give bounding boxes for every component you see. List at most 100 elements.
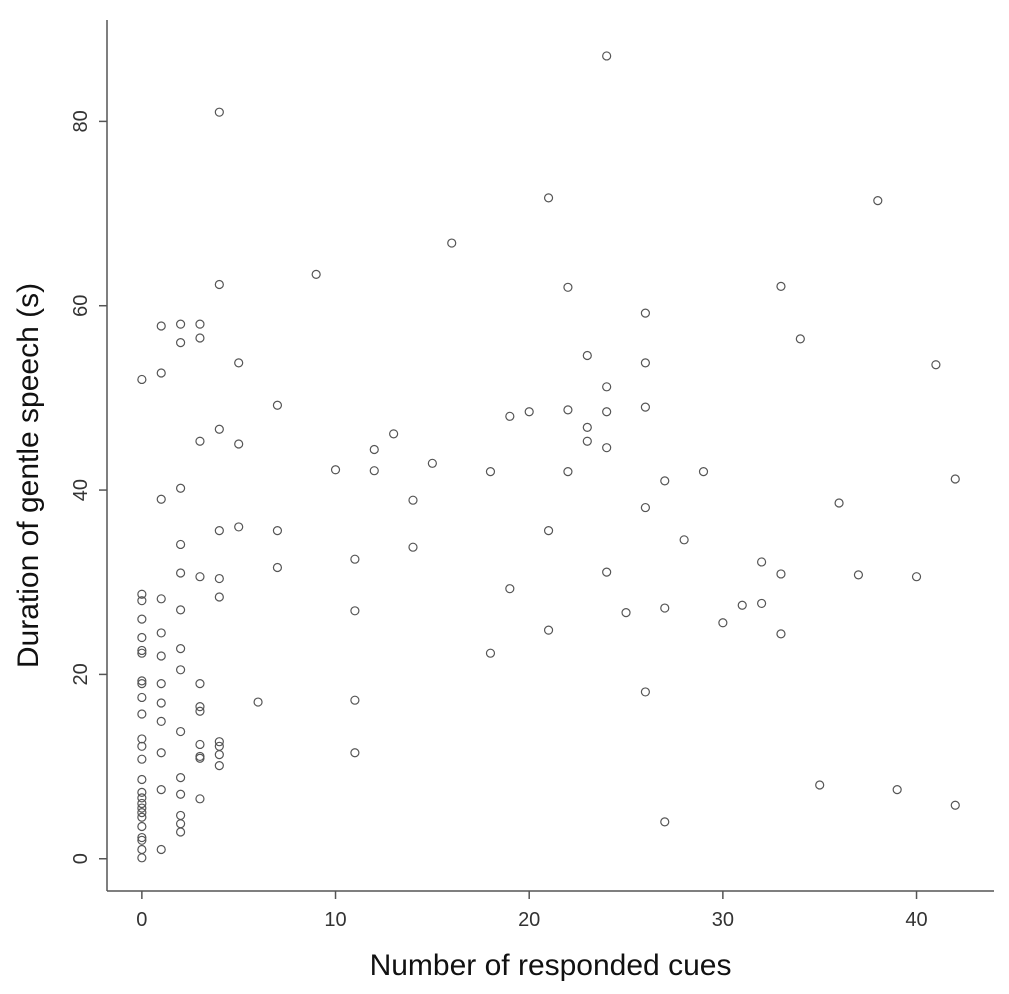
data-point	[137, 589, 147, 599]
data-point	[175, 665, 186, 675]
data-point	[175, 568, 186, 578]
data-point	[214, 761, 224, 771]
data-point	[137, 741, 147, 751]
data-point	[137, 614, 147, 624]
data-point	[195, 753, 205, 763]
data-point	[776, 281, 786, 291]
data-point	[485, 467, 496, 477]
data-point	[195, 333, 205, 343]
data-point	[156, 698, 166, 708]
x-tick-label: 10	[324, 909, 346, 931]
data-point	[137, 793, 147, 803]
data-point	[137, 648, 147, 658]
data-point	[156, 494, 166, 504]
data-point	[660, 476, 670, 486]
data-point	[543, 526, 554, 536]
data-point	[408, 495, 418, 505]
data-point	[156, 651, 166, 661]
data-point	[931, 360, 941, 370]
data-point	[156, 594, 166, 604]
data-point	[195, 319, 205, 329]
data-point	[737, 600, 747, 610]
data-point	[137, 374, 147, 385]
data-point	[214, 279, 224, 290]
data-point	[950, 800, 960, 810]
data-point	[272, 400, 283, 410]
data-point	[195, 436, 205, 446]
data-point	[137, 709, 147, 719]
data-point	[853, 570, 864, 580]
data-point	[563, 405, 573, 415]
data-point	[137, 679, 147, 689]
data-point	[137, 692, 147, 703]
data-point	[137, 596, 147, 606]
data-point	[253, 697, 263, 707]
data-point	[679, 535, 689, 545]
data-point	[582, 422, 592, 432]
data-point	[524, 407, 534, 417]
data-point	[195, 751, 205, 762]
x-tick-label: 30	[712, 909, 734, 931]
y-tick-label: 60	[70, 295, 92, 317]
data-point	[602, 382, 612, 392]
data-point	[369, 444, 379, 455]
data-point	[175, 726, 186, 737]
data-point	[195, 572, 205, 582]
data-point	[175, 337, 186, 348]
data-point	[156, 679, 166, 689]
data-point	[175, 819, 186, 829]
data-point	[834, 498, 844, 508]
data-point	[156, 368, 166, 378]
data-point	[563, 282, 573, 292]
data-point	[718, 618, 728, 628]
data-point	[602, 51, 612, 61]
data-point	[137, 812, 147, 822]
data-point	[408, 542, 418, 552]
axes	[106, 20, 994, 892]
data-point	[543, 193, 554, 203]
data-point	[369, 466, 379, 476]
data-point	[640, 687, 650, 697]
data-point	[156, 716, 166, 727]
data-point	[156, 785, 166, 795]
data-point	[195, 794, 205, 804]
data-point	[137, 774, 147, 785]
x-tick-label: 20	[518, 909, 540, 931]
data-point	[660, 817, 670, 827]
data-point	[214, 573, 224, 584]
data-point	[234, 522, 244, 532]
data-point	[214, 526, 224, 536]
data-point	[214, 424, 224, 434]
data-point	[195, 702, 205, 712]
data-point	[195, 739, 205, 750]
data-point	[137, 734, 147, 744]
data-point	[175, 539, 186, 550]
data-point	[892, 785, 902, 795]
data-point	[137, 832, 147, 843]
data-point	[156, 321, 166, 331]
data-point	[137, 754, 147, 764]
data-point	[175, 319, 186, 329]
data-point	[776, 569, 786, 579]
data-point	[272, 526, 283, 536]
data-point	[175, 605, 186, 615]
data-point	[640, 308, 650, 318]
data-point	[563, 467, 573, 477]
x-ticks: 0 10 20 30 40	[136, 891, 928, 931]
data-points	[137, 51, 960, 863]
data-point	[640, 502, 650, 513]
data-point	[873, 196, 883, 206]
data-point	[137, 798, 147, 809]
data-point	[485, 648, 496, 658]
data-point	[137, 821, 147, 832]
data-point	[156, 844, 166, 855]
data-point	[602, 567, 612, 577]
y-axis-title: Duration of gentle speech (s)	[12, 283, 45, 668]
data-point	[582, 350, 592, 361]
data-point	[175, 827, 186, 837]
data-point	[311, 269, 321, 279]
data-point	[776, 629, 786, 639]
data-point	[137, 844, 147, 855]
data-point	[505, 411, 515, 421]
